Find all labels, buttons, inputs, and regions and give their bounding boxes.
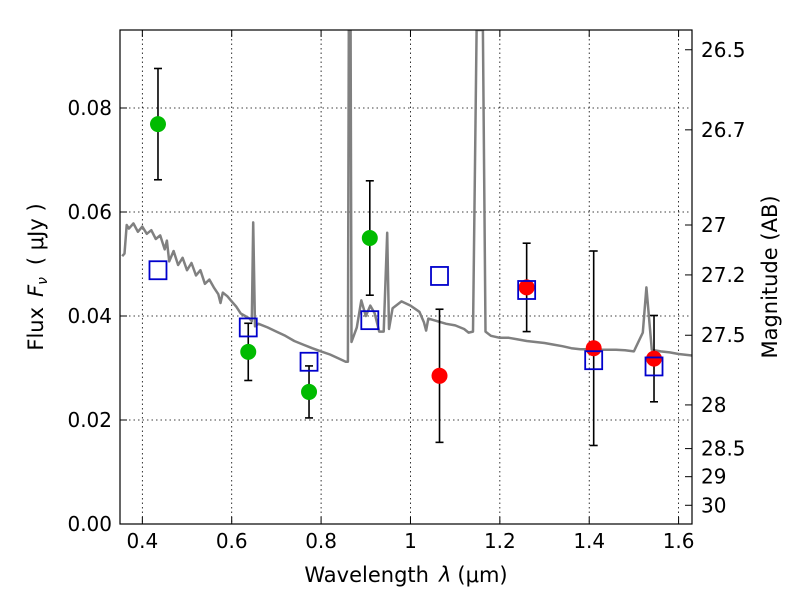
x-axis-title-symbol: λ <box>438 563 451 587</box>
model-flux-square <box>430 266 449 286</box>
x-axis-title-prefix: Wavelength <box>304 563 429 587</box>
plot-frame <box>119 29 693 525</box>
y-tick-label: 0.04 <box>67 304 112 328</box>
magnitude-tick-label: 30 <box>701 493 726 517</box>
x-tick-label: 0.8 <box>305 529 337 553</box>
y-axis-title-unit: ( μJy ) <box>24 203 48 265</box>
x-tick-label: 1.4 <box>573 529 605 553</box>
measured-flux-point <box>431 367 448 384</box>
measured-flux-point <box>518 279 535 296</box>
model-flux-square <box>360 310 380 331</box>
data-layer <box>121 30 692 447</box>
measured-flux-point <box>646 350 663 367</box>
magnitude-tick-label: 27.2 <box>701 263 746 287</box>
magnitude-tick-label: 27 <box>701 213 726 237</box>
model-flux-square <box>584 350 604 371</box>
measured-flux-point <box>361 230 378 246</box>
model-flux-square <box>238 317 258 338</box>
y-axis-title: Flux Fν ( μJy ) <box>24 203 51 350</box>
x-tick-label: 1 <box>404 529 417 553</box>
y-axis-title-prefix: Flux <box>24 307 48 351</box>
measured-flux-point <box>149 116 166 133</box>
magnitude-tick-label: 26.5 <box>701 38 746 62</box>
x-axis-title-unit: (μm) <box>457 563 507 587</box>
model-flux-square <box>148 260 168 281</box>
axis-ticks: 0.4 0.6 0.8 1 1.2 1.4 1.6 0.00 0.02 0.04 0.06 0.08 2… <box>67 30 746 553</box>
x-tick-label: 0.4 <box>126 529 158 553</box>
measured-flux-point <box>585 340 602 357</box>
y-axis-title-subscript: ν <box>35 277 51 285</box>
magnitude-tick-label: 29 <box>701 465 726 489</box>
x-tick-label: 1.6 <box>663 529 695 553</box>
model-flux-square <box>644 356 664 377</box>
y-tick-label: 0.08 <box>67 96 112 120</box>
model-flux-square <box>299 351 319 372</box>
plot-background <box>120 30 692 524</box>
measured-flux-point <box>240 343 257 360</box>
measured-flux-point <box>301 383 318 400</box>
model-flux-square <box>517 280 537 300</box>
magnitude-tick-label: 28.5 <box>701 437 746 461</box>
y-tick-label: 0.06 <box>67 200 112 224</box>
y-tick-label: 0.02 <box>67 408 112 432</box>
x-tick-label: 0.6 <box>216 529 248 553</box>
y2-axis-title: Magnitude (AB) <box>758 195 782 358</box>
x-tick-label: 1.2 <box>484 529 516 553</box>
magnitude-tick-label: 26.7 <box>701 118 746 142</box>
y-axis-title-symbol: F <box>24 284 48 297</box>
magnitude-tick-label: 27.5 <box>701 323 746 347</box>
grid-lines <box>120 30 692 524</box>
magnitude-tick-label: 28 <box>701 393 726 417</box>
model-spectrum-line <box>121 30 692 364</box>
y-tick-label: 0.00 <box>67 512 112 536</box>
x-axis-title: Wavelength λ (μm) <box>304 563 507 587</box>
